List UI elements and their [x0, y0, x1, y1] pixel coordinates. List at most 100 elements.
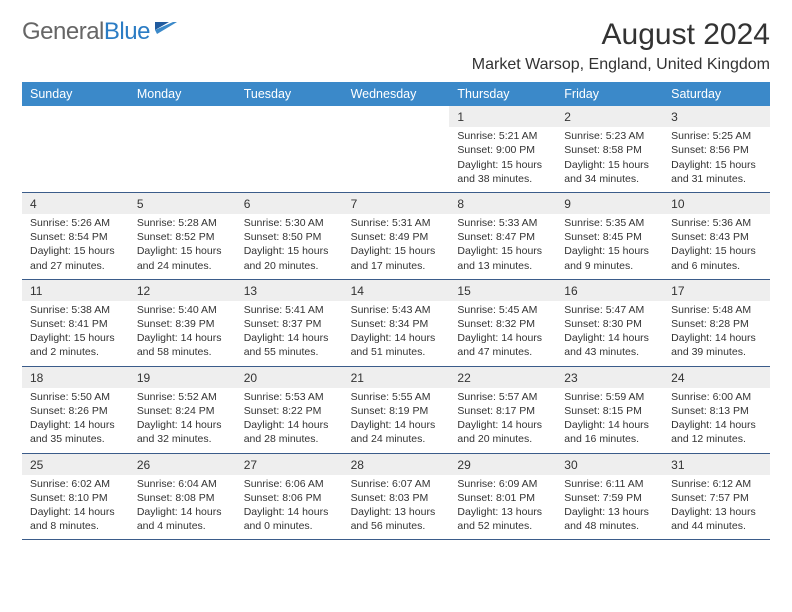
- calendar-day: 10Sunrise: 5:36 AMSunset: 8:43 PMDayligh…: [663, 193, 770, 279]
- day-number: 21: [343, 367, 450, 388]
- logo-main: General: [22, 18, 104, 45]
- sunset-text: Sunset: 8:58 PM: [564, 143, 655, 157]
- day-details: Sunrise: 5:43 AMSunset: 8:34 PMDaylight:…: [343, 301, 450, 366]
- sunset-text: Sunset: 8:50 PM: [244, 230, 335, 244]
- day-number: 11: [22, 280, 129, 301]
- day-number: 13: [236, 280, 343, 301]
- daylight-text: Daylight: 14 hours and 47 minutes.: [457, 331, 548, 359]
- sunset-text: Sunset: 7:57 PM: [671, 491, 762, 505]
- calendar-day: 8Sunrise: 5:33 AMSunset: 8:47 PMDaylight…: [449, 193, 556, 279]
- day-details: Sunrise: 5:26 AMSunset: 8:54 PMDaylight:…: [22, 214, 129, 279]
- daylight-text: Daylight: 15 hours and 24 minutes.: [137, 244, 228, 272]
- daylight-text: Daylight: 14 hours and 16 minutes.: [564, 418, 655, 446]
- calendar-week: 1Sunrise: 5:21 AMSunset: 9:00 PMDaylight…: [22, 106, 770, 193]
- day-number: 18: [22, 367, 129, 388]
- sunset-text: Sunset: 8:52 PM: [137, 230, 228, 244]
- day-details: Sunrise: 5:38 AMSunset: 8:41 PMDaylight:…: [22, 301, 129, 366]
- day-details: Sunrise: 5:52 AMSunset: 8:24 PMDaylight:…: [129, 388, 236, 453]
- day-details: Sunrise: 6:12 AMSunset: 7:57 PMDaylight:…: [663, 475, 770, 540]
- day-number: 26: [129, 454, 236, 475]
- calendar-week: 11Sunrise: 5:38 AMSunset: 8:41 PMDayligh…: [22, 280, 770, 367]
- day-details: Sunrise: 5:31 AMSunset: 8:49 PMDaylight:…: [343, 214, 450, 279]
- sunset-text: Sunset: 8:10 PM: [30, 491, 121, 505]
- daylight-text: Daylight: 14 hours and 0 minutes.: [244, 505, 335, 533]
- logo-text: GeneralBlue: [22, 18, 150, 46]
- sunrise-text: Sunrise: 5:36 AM: [671, 216, 762, 230]
- sunrise-text: Sunrise: 5:25 AM: [671, 129, 762, 143]
- day-number: 6: [236, 193, 343, 214]
- sunrise-text: Sunrise: 5:57 AM: [457, 390, 548, 404]
- sunset-text: Sunset: 8:43 PM: [671, 230, 762, 244]
- calendar: SundayMondayTuesdayWednesdayThursdayFrid…: [22, 82, 770, 540]
- sunrise-text: Sunrise: 5:48 AM: [671, 303, 762, 317]
- day-details: Sunrise: 5:59 AMSunset: 8:15 PMDaylight:…: [556, 388, 663, 453]
- sunrise-text: Sunrise: 6:11 AM: [564, 477, 655, 491]
- day-details: Sunrise: 5:41 AMSunset: 8:37 PMDaylight:…: [236, 301, 343, 366]
- calendar-day: 6Sunrise: 5:30 AMSunset: 8:50 PMDaylight…: [236, 193, 343, 279]
- weekday-header: Saturday: [663, 82, 770, 106]
- calendar-day: 12Sunrise: 5:40 AMSunset: 8:39 PMDayligh…: [129, 280, 236, 366]
- day-details: Sunrise: 6:00 AMSunset: 8:13 PMDaylight:…: [663, 388, 770, 453]
- sunrise-text: Sunrise: 5:33 AM: [457, 216, 548, 230]
- day-number: 10: [663, 193, 770, 214]
- calendar-day: 27Sunrise: 6:06 AMSunset: 8:06 PMDayligh…: [236, 454, 343, 540]
- calendar-day: 5Sunrise: 5:28 AMSunset: 8:52 PMDaylight…: [129, 193, 236, 279]
- day-details: Sunrise: 5:55 AMSunset: 8:19 PMDaylight:…: [343, 388, 450, 453]
- daylight-text: Daylight: 15 hours and 17 minutes.: [351, 244, 442, 272]
- day-details: Sunrise: 5:40 AMSunset: 8:39 PMDaylight:…: [129, 301, 236, 366]
- calendar-day: 4Sunrise: 5:26 AMSunset: 8:54 PMDaylight…: [22, 193, 129, 279]
- calendar-day: 18Sunrise: 5:50 AMSunset: 8:26 PMDayligh…: [22, 367, 129, 453]
- sunset-text: Sunset: 8:03 PM: [351, 491, 442, 505]
- daylight-text: Daylight: 14 hours and 43 minutes.: [564, 331, 655, 359]
- title-block: August 2024 Market Warsop, England, Unit…: [472, 18, 770, 74]
- weekday-header: Sunday: [22, 82, 129, 106]
- sunset-text: Sunset: 8:01 PM: [457, 491, 548, 505]
- sunrise-text: Sunrise: 6:00 AM: [671, 390, 762, 404]
- daylight-text: Daylight: 15 hours and 2 minutes.: [30, 331, 121, 359]
- sunset-text: Sunset: 8:49 PM: [351, 230, 442, 244]
- day-details: Sunrise: 5:53 AMSunset: 8:22 PMDaylight:…: [236, 388, 343, 453]
- sunset-text: Sunset: 8:54 PM: [30, 230, 121, 244]
- sunrise-text: Sunrise: 5:47 AM: [564, 303, 655, 317]
- sunrise-text: Sunrise: 5:41 AM: [244, 303, 335, 317]
- calendar-day: 26Sunrise: 6:04 AMSunset: 8:08 PMDayligh…: [129, 454, 236, 540]
- sunset-text: Sunset: 8:19 PM: [351, 404, 442, 418]
- calendar-day: 30Sunrise: 6:11 AMSunset: 7:59 PMDayligh…: [556, 454, 663, 540]
- calendar-day: [236, 106, 343, 192]
- sunrise-text: Sunrise: 6:02 AM: [30, 477, 121, 491]
- day-details: Sunrise: 6:06 AMSunset: 8:06 PMDaylight:…: [236, 475, 343, 540]
- sunrise-text: Sunrise: 5:21 AM: [457, 129, 548, 143]
- sunset-text: Sunset: 9:00 PM: [457, 143, 548, 157]
- day-details: Sunrise: 5:33 AMSunset: 8:47 PMDaylight:…: [449, 214, 556, 279]
- daylight-text: Daylight: 13 hours and 52 minutes.: [457, 505, 548, 533]
- calendar-day: 20Sunrise: 5:53 AMSunset: 8:22 PMDayligh…: [236, 367, 343, 453]
- sunset-text: Sunset: 8:32 PM: [457, 317, 548, 331]
- calendar-week: 25Sunrise: 6:02 AMSunset: 8:10 PMDayligh…: [22, 454, 770, 541]
- daylight-text: Daylight: 15 hours and 38 minutes.: [457, 158, 548, 186]
- calendar-day: 3Sunrise: 5:25 AMSunset: 8:56 PMDaylight…: [663, 106, 770, 192]
- daylight-text: Daylight: 14 hours and 39 minutes.: [671, 331, 762, 359]
- sunrise-text: Sunrise: 5:55 AM: [351, 390, 442, 404]
- weekday-header: Friday: [556, 82, 663, 106]
- daylight-text: Daylight: 15 hours and 31 minutes.: [671, 158, 762, 186]
- sunrise-text: Sunrise: 5:31 AM: [351, 216, 442, 230]
- sunrise-text: Sunrise: 5:26 AM: [30, 216, 121, 230]
- calendar-day: 7Sunrise: 5:31 AMSunset: 8:49 PMDaylight…: [343, 193, 450, 279]
- sunset-text: Sunset: 8:24 PM: [137, 404, 228, 418]
- sunrise-text: Sunrise: 6:06 AM: [244, 477, 335, 491]
- day-details: Sunrise: 5:28 AMSunset: 8:52 PMDaylight:…: [129, 214, 236, 279]
- day-details: Sunrise: 5:45 AMSunset: 8:32 PMDaylight:…: [449, 301, 556, 366]
- day-details: Sunrise: 5:47 AMSunset: 8:30 PMDaylight:…: [556, 301, 663, 366]
- day-number: 23: [556, 367, 663, 388]
- day-number: 4: [22, 193, 129, 214]
- day-number: 19: [129, 367, 236, 388]
- calendar-day: 19Sunrise: 5:52 AMSunset: 8:24 PMDayligh…: [129, 367, 236, 453]
- sunset-text: Sunset: 8:45 PM: [564, 230, 655, 244]
- sunrise-text: Sunrise: 5:59 AM: [564, 390, 655, 404]
- sunset-text: Sunset: 8:06 PM: [244, 491, 335, 505]
- sunrise-text: Sunrise: 5:30 AM: [244, 216, 335, 230]
- calendar-day: 1Sunrise: 5:21 AMSunset: 9:00 PMDaylight…: [449, 106, 556, 192]
- day-number: 27: [236, 454, 343, 475]
- day-details: Sunrise: 6:09 AMSunset: 8:01 PMDaylight:…: [449, 475, 556, 540]
- daylight-text: Daylight: 14 hours and 55 minutes.: [244, 331, 335, 359]
